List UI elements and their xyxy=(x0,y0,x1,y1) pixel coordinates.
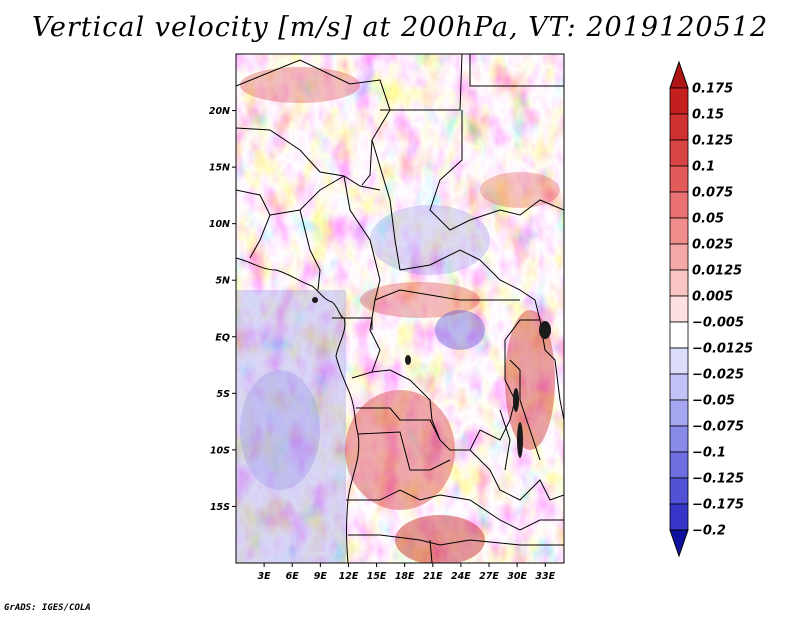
lon-tick-label: 18E xyxy=(395,571,415,582)
latitude-axis: 20N 15N 10N 5N EQ 5S 10S 15S xyxy=(209,106,236,513)
colorbar-label: −0.2 xyxy=(692,524,726,539)
lat-tick-label: 15N xyxy=(209,163,230,174)
colorbar-label: 0.05 xyxy=(692,212,724,227)
colorbar-segment xyxy=(669,191,689,219)
colorbar-label: −0.175 xyxy=(692,498,744,513)
chart-title: Vertical velocity [m/s] at 200hPa, VT: 2… xyxy=(31,12,769,43)
lat-tick-label: 10N xyxy=(209,219,230,230)
lon-tick-label: 6E xyxy=(286,571,300,582)
lat-tick-label: EQ xyxy=(215,332,230,343)
lon-tick-label: 33E xyxy=(535,571,555,582)
colorbar-label: −0.125 xyxy=(692,472,744,487)
colorbar-segment xyxy=(669,243,689,271)
lat-tick-label: 20N xyxy=(209,106,230,117)
colorbar-label: −0.005 xyxy=(692,316,744,331)
colorbar-segment xyxy=(669,425,689,453)
lat-tick-label: 15S xyxy=(210,502,230,513)
colorbar-segment xyxy=(669,165,689,193)
lon-tick-label: 21E xyxy=(423,571,443,582)
colorbar-segment xyxy=(669,503,689,531)
colorbar-bottom-triangle xyxy=(669,529,689,558)
colorbar-segment xyxy=(669,347,689,375)
colorbar-label: 0.025 xyxy=(692,238,733,253)
grads-credit: GrADS: IGES/COLA xyxy=(4,603,91,613)
colorbar-label: 0.15 xyxy=(692,108,724,123)
colorbar-label: 0.075 xyxy=(692,186,733,201)
colorbar-segment xyxy=(669,139,689,167)
colorbar-segment xyxy=(669,451,689,479)
colorbar-segment xyxy=(669,321,689,349)
colorbar-segment xyxy=(669,87,689,115)
colorbar-segment xyxy=(669,217,689,245)
colorbar-segment xyxy=(669,477,689,505)
colorbar-segment xyxy=(669,373,689,401)
lat-tick-label: 10S xyxy=(210,445,230,456)
lat-tick-label: 5S xyxy=(217,389,231,400)
lon-tick-label: 9E xyxy=(314,571,328,582)
colorbar-label: −0.025 xyxy=(692,368,744,383)
colorbar-label: −0.05 xyxy=(692,394,735,409)
colorbar: 0.175 0.15 0.125 0.1 0.075 0.05 0.025 0.0125 0.0… xyxy=(669,60,753,558)
lon-tick-label: 12E xyxy=(339,571,359,582)
colorbar-label: −0.1 xyxy=(692,446,726,461)
colorbar-segment xyxy=(669,269,689,297)
lon-tick-label: 27E xyxy=(479,571,499,582)
colorbar-label: 0.005 xyxy=(692,290,733,305)
colorbar-label: 0.0125 xyxy=(692,264,742,279)
lon-tick-label: 15E xyxy=(367,571,387,582)
colorbar-top-triangle xyxy=(669,60,689,89)
colorbar-segment xyxy=(669,295,689,323)
colorbar-label: 0.1 xyxy=(692,160,715,175)
colorbar-label: 0.175 xyxy=(692,82,733,97)
longitude-axis: 3E 6E 9E 12E 15E 18E 21E 24E 27E 30E 33E xyxy=(258,563,556,582)
lon-tick-label: 24E xyxy=(451,571,471,582)
map-frame xyxy=(235,53,565,564)
field-overlays xyxy=(236,67,560,563)
velocity-field xyxy=(236,54,564,563)
colorbar-segment xyxy=(669,113,689,141)
colorbar-label: 0.125 xyxy=(692,134,733,149)
colorbar-label: −0.0125 xyxy=(692,342,753,357)
lakes xyxy=(312,297,551,458)
lon-tick-label: 30E xyxy=(507,571,527,582)
lon-tick-label: 3E xyxy=(258,571,272,582)
colorbar-label: −0.075 xyxy=(692,420,744,435)
colorbar-segment xyxy=(669,399,689,427)
country-borders xyxy=(236,54,564,563)
lat-tick-label: 5N xyxy=(215,276,230,287)
